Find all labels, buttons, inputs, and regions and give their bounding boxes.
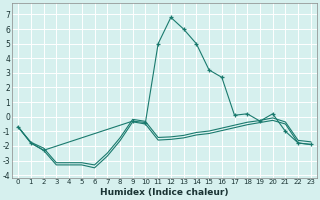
X-axis label: Humidex (Indice chaleur): Humidex (Indice chaleur) (100, 188, 229, 197)
